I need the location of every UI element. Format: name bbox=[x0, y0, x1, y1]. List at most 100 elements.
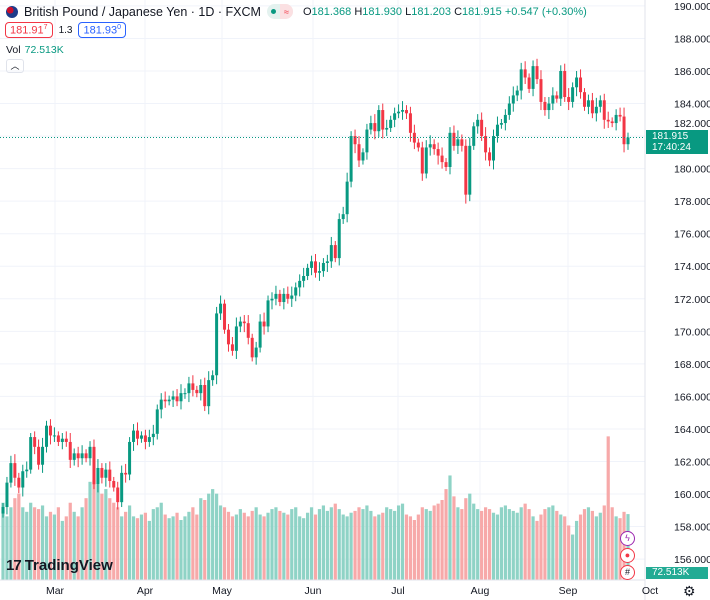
candle-body bbox=[187, 383, 191, 394]
volume-bar bbox=[1, 502, 5, 580]
candle-body bbox=[120, 472, 124, 503]
volume-bar bbox=[305, 512, 310, 580]
volume-bar bbox=[539, 514, 543, 580]
price-axis[interactable]: 156.000 158.000 160.000 162.000 164.000 166.0… bbox=[674, 1, 710, 566]
volume-bar bbox=[345, 516, 349, 580]
volume-bar bbox=[112, 502, 116, 580]
candle-body bbox=[92, 446, 96, 485]
candle-body bbox=[48, 425, 52, 436]
time-axis[interactable]: Mar Apr May Jun Jul Aug Sep Oct bbox=[46, 585, 658, 597]
candle-body bbox=[306, 267, 310, 277]
candle-body bbox=[258, 321, 262, 348]
volume-bar bbox=[543, 509, 547, 580]
tradingview-logo[interactable]: 17 TradingView bbox=[6, 557, 113, 574]
candle-body bbox=[116, 487, 120, 503]
volume-bar bbox=[155, 507, 159, 580]
candle-body bbox=[13, 463, 17, 478]
volume-bar bbox=[551, 505, 555, 580]
candle-body bbox=[128, 441, 132, 475]
chevron-up-icon[interactable]: ︿ bbox=[6, 59, 24, 73]
record-icon[interactable]: ● bbox=[620, 548, 635, 563]
candle-body bbox=[567, 97, 571, 102]
candle-body bbox=[286, 293, 290, 299]
candle-body bbox=[472, 126, 476, 146]
volume-bar bbox=[385, 507, 389, 580]
volume-bar bbox=[274, 507, 278, 580]
candle-body bbox=[488, 152, 492, 161]
volume-bar bbox=[428, 510, 432, 580]
candle-body bbox=[108, 469, 112, 482]
candle-body bbox=[155, 409, 159, 434]
settings-gear-icon[interactable]: ⚙ bbox=[683, 583, 696, 599]
volume-bar bbox=[416, 514, 420, 580]
candle-body bbox=[72, 453, 76, 460]
price-tick-label: 180.000 bbox=[674, 164, 710, 176]
volume-bar bbox=[365, 505, 369, 580]
candle-body bbox=[349, 136, 353, 182]
approx-icon: ≈ bbox=[279, 4, 293, 19]
candle-body bbox=[52, 435, 56, 437]
candle-body bbox=[183, 393, 187, 395]
volume-bar bbox=[483, 507, 488, 580]
volume-legend[interactable]: Vol 72.513K bbox=[6, 44, 64, 56]
volume-bar bbox=[33, 507, 37, 580]
volume-bar bbox=[317, 509, 322, 580]
volume-bar bbox=[472, 503, 476, 580]
volume-bar bbox=[199, 498, 203, 580]
buy-button[interactable]: 181.930 bbox=[78, 22, 127, 38]
calendar-grid-icon[interactable]: # bbox=[620, 565, 635, 580]
volume-bar bbox=[440, 500, 444, 580]
volume-bar bbox=[515, 512, 519, 580]
candle-body bbox=[132, 430, 136, 442]
volume-bar bbox=[171, 516, 175, 580]
candle-body bbox=[80, 453, 84, 459]
candle-body bbox=[519, 69, 523, 91]
price-tick-label: 160.000 bbox=[674, 489, 710, 501]
volume-bar bbox=[187, 511, 191, 580]
volume-bar bbox=[302, 518, 306, 580]
candle-body bbox=[539, 79, 543, 102]
volume-bar bbox=[586, 507, 591, 580]
candle-body bbox=[175, 396, 179, 402]
candle-body bbox=[527, 77, 531, 89]
candle-body bbox=[531, 66, 535, 89]
candle-body bbox=[310, 261, 314, 268]
lightning-icon[interactable]: ϟ bbox=[620, 531, 635, 546]
volume-bar bbox=[211, 489, 215, 580]
candle-body bbox=[104, 469, 108, 478]
volume-bar bbox=[151, 509, 155, 580]
volume-bar bbox=[139, 514, 144, 580]
candle-body bbox=[416, 142, 420, 148]
volume-bar bbox=[40, 505, 45, 580]
candle-body bbox=[389, 119, 393, 128]
candle-body bbox=[404, 110, 408, 114]
candle-body bbox=[440, 155, 444, 163]
candle-body bbox=[329, 245, 333, 262]
candle-body bbox=[428, 144, 432, 148]
volume-bar bbox=[622, 511, 626, 580]
sell-button[interactable]: 181.917 bbox=[5, 22, 53, 38]
volume-bar bbox=[511, 510, 515, 580]
volume-bar bbox=[341, 514, 345, 580]
volume-bar bbox=[408, 516, 413, 580]
candle-body bbox=[64, 438, 68, 442]
volume-bar bbox=[242, 512, 246, 580]
volume-bar bbox=[159, 502, 163, 580]
candle-body bbox=[373, 123, 377, 132]
volume-bar bbox=[495, 514, 500, 580]
candle-body bbox=[270, 298, 274, 301]
symbol-title[interactable]: British Pound / Japanese Yen · 1D · FXCM bbox=[24, 4, 261, 19]
price-tick-label: 156.000 bbox=[674, 554, 710, 566]
price-tick-label: 190.000 bbox=[674, 1, 710, 13]
price-tick-label: 184.000 bbox=[674, 99, 710, 111]
candle-body bbox=[547, 103, 551, 111]
candle-body bbox=[262, 321, 266, 327]
candle-body bbox=[543, 101, 547, 111]
volume-bar bbox=[282, 512, 286, 580]
volume-bar bbox=[337, 509, 341, 580]
volume-bar bbox=[369, 510, 373, 580]
candle-body bbox=[555, 95, 559, 99]
volume-bar bbox=[594, 516, 598, 580]
market-status[interactable]: ≈ bbox=[266, 4, 293, 19]
